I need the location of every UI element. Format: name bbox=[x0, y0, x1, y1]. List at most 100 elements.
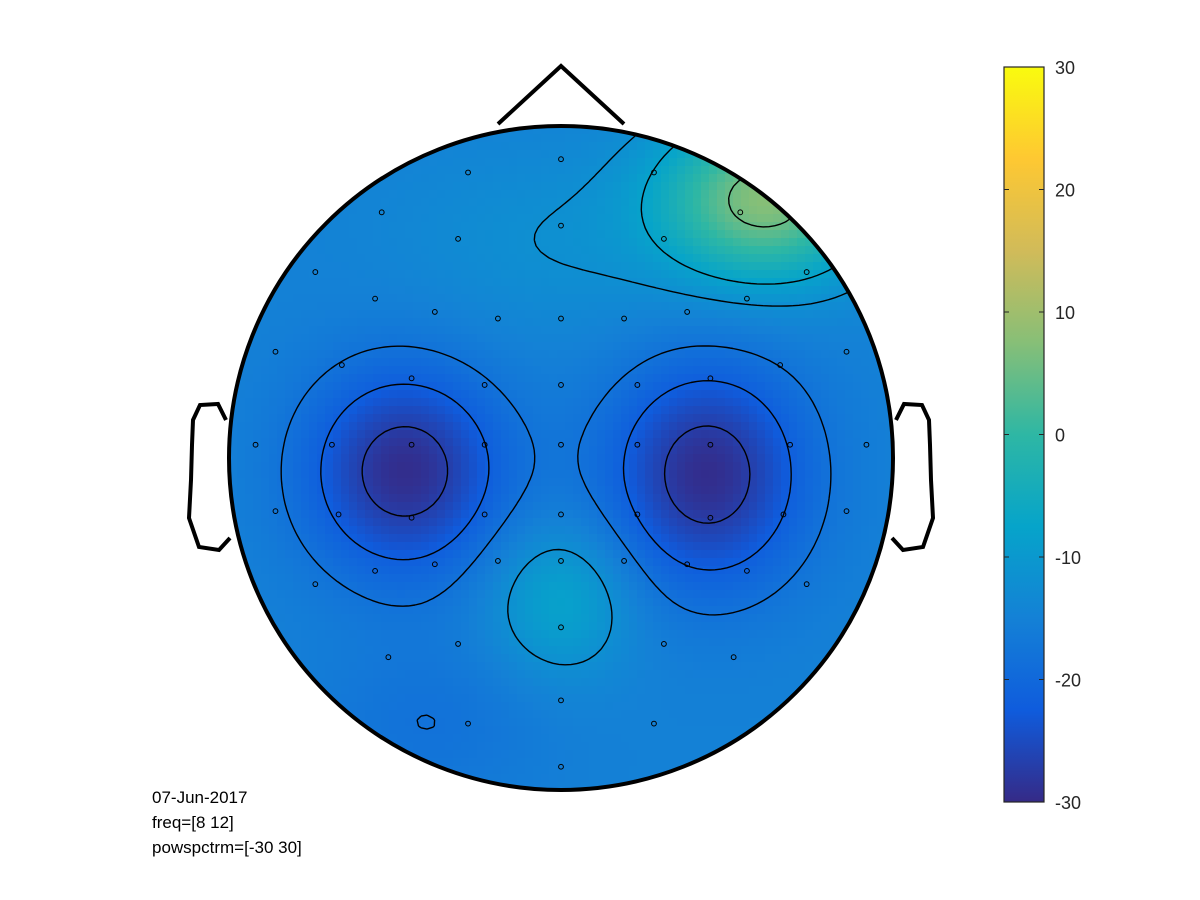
map-cell bbox=[549, 190, 558, 199]
map-cell bbox=[541, 486, 550, 495]
map-cell bbox=[357, 390, 366, 399]
map-cell bbox=[805, 278, 814, 287]
map-cell bbox=[565, 526, 574, 535]
map-cell bbox=[461, 246, 470, 255]
map-cell bbox=[805, 590, 814, 599]
map-cell bbox=[733, 646, 742, 655]
map-cell bbox=[317, 558, 326, 567]
map-cell bbox=[533, 214, 542, 223]
map-cell bbox=[789, 286, 798, 295]
map-cell bbox=[453, 462, 462, 471]
map-cell bbox=[437, 390, 446, 399]
map-cell bbox=[661, 502, 670, 511]
map-cell bbox=[725, 638, 734, 647]
map-cell bbox=[349, 550, 358, 559]
map-cell bbox=[573, 422, 582, 431]
map-cell bbox=[461, 646, 470, 655]
map-cell bbox=[261, 350, 270, 359]
map-cell bbox=[829, 382, 838, 391]
map-cell bbox=[437, 214, 446, 223]
map-cell bbox=[725, 238, 734, 247]
map-cell bbox=[829, 606, 838, 615]
map-cell bbox=[229, 422, 238, 431]
map-cell bbox=[597, 174, 606, 183]
map-cell bbox=[733, 350, 742, 359]
map-cell bbox=[429, 270, 438, 279]
map-cell bbox=[573, 382, 582, 391]
map-cell bbox=[693, 246, 702, 255]
map-cell bbox=[813, 510, 822, 519]
map-cell bbox=[517, 494, 526, 503]
map-cell bbox=[805, 294, 814, 303]
map-cell bbox=[661, 614, 670, 623]
map-cell bbox=[733, 638, 742, 647]
map-cell bbox=[629, 422, 638, 431]
map-cell bbox=[725, 654, 734, 663]
map-cell bbox=[813, 286, 822, 295]
map-cell bbox=[589, 398, 598, 407]
map-cell bbox=[309, 270, 318, 279]
map-cell bbox=[629, 366, 638, 375]
map-cell bbox=[261, 486, 270, 495]
map-cell bbox=[805, 350, 814, 359]
map-cell bbox=[669, 630, 678, 639]
map-cell bbox=[613, 510, 622, 519]
map-cell bbox=[317, 446, 326, 455]
map-cell bbox=[269, 390, 278, 399]
map-cell bbox=[589, 646, 598, 655]
map-cell bbox=[701, 614, 710, 623]
map-cell bbox=[701, 542, 710, 551]
map-cell bbox=[605, 486, 614, 495]
map-cell bbox=[549, 654, 558, 663]
map-cell bbox=[693, 254, 702, 263]
map-cell bbox=[613, 270, 622, 279]
map-cell bbox=[653, 582, 662, 591]
map-cell bbox=[405, 438, 414, 447]
map-cell bbox=[701, 606, 710, 615]
map-cell bbox=[717, 262, 726, 271]
map-cell bbox=[557, 182, 566, 191]
map-cell bbox=[245, 382, 254, 391]
map-cell bbox=[293, 630, 302, 639]
map-cell bbox=[581, 174, 590, 183]
map-cell bbox=[733, 190, 742, 199]
map-cell bbox=[501, 526, 510, 535]
map-cell bbox=[685, 566, 694, 575]
map-cell bbox=[661, 414, 670, 423]
map-cell bbox=[781, 542, 790, 551]
map-cell bbox=[557, 622, 566, 631]
map-cell bbox=[477, 238, 486, 247]
map-cell bbox=[453, 270, 462, 279]
map-cell bbox=[773, 662, 782, 671]
map-cell bbox=[805, 262, 814, 271]
map-cell bbox=[485, 654, 494, 663]
map-cell bbox=[693, 502, 702, 511]
map-cell bbox=[317, 286, 326, 295]
map-cell bbox=[389, 326, 398, 335]
map-cell bbox=[741, 382, 750, 391]
map-cell bbox=[773, 630, 782, 639]
map-cell bbox=[637, 278, 646, 287]
map-cell bbox=[693, 142, 702, 151]
map-cell bbox=[765, 270, 774, 279]
map-cell bbox=[413, 574, 422, 583]
map-cell bbox=[405, 254, 414, 263]
map-cell bbox=[741, 646, 750, 655]
map-cell bbox=[405, 654, 414, 663]
map-cell bbox=[357, 198, 366, 207]
map-cell bbox=[405, 294, 414, 303]
map-cell bbox=[493, 302, 502, 311]
map-cell bbox=[509, 630, 518, 639]
map-cell bbox=[389, 534, 398, 543]
map-cell bbox=[821, 238, 830, 247]
map-cell bbox=[589, 158, 598, 167]
map-cell bbox=[317, 566, 326, 575]
map-cell bbox=[677, 526, 686, 535]
map-cell bbox=[517, 582, 526, 591]
map-cell bbox=[357, 398, 366, 407]
map-cell bbox=[485, 438, 494, 447]
map-cell bbox=[541, 254, 550, 263]
map-cell bbox=[413, 222, 422, 231]
map-cell bbox=[677, 214, 686, 223]
map-cell bbox=[389, 230, 398, 239]
